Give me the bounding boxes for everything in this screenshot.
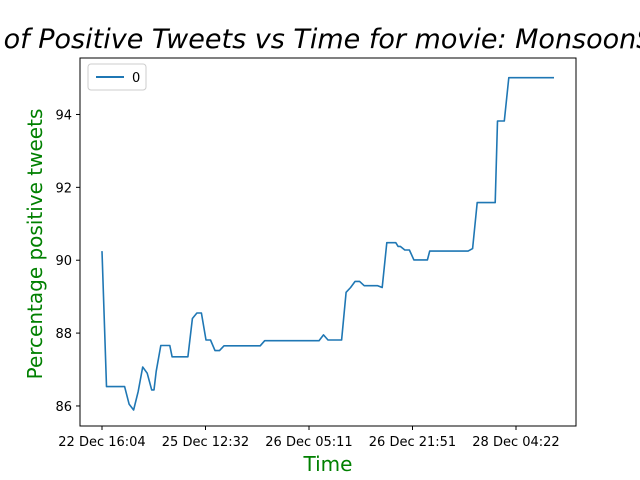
x-tick-label: 28 Dec 04:22 — [472, 435, 559, 450]
legend-label: 0 — [132, 71, 140, 86]
y-tick-label: 88 — [55, 327, 72, 342]
x-tick-label: 25 Dec 12:32 — [162, 435, 249, 450]
y-tick-label: 92 — [55, 181, 72, 196]
plot-frame — [79, 57, 577, 427]
chart-title: Percentage of Positive Tweets vs Time fo… — [0, 24, 640, 55]
legend: 0 — [87, 63, 147, 91]
y-axis: 86 88 90 92 94 — [55, 108, 80, 415]
y-tick-label: 90 — [55, 254, 72, 269]
x-axis: 22 Dec 16:04 25 Dec 12:32 26 Dec 05:11 26 D… — [58, 426, 560, 450]
x-tick-label: 22 Dec 16:04 — [58, 435, 145, 450]
y-tick-label: 86 — [55, 400, 72, 415]
plot-area — [79, 57, 577, 427]
x-tick-label: 26 Dec 05:11 — [265, 435, 352, 450]
x-tick-label: 26 Dec 21:51 — [369, 435, 456, 450]
series-line — [101, 76, 554, 411]
y-axis-label: Percentage positive tweets — [23, 109, 47, 380]
x-axis-label: Time — [303, 452, 353, 476]
y-tick-label: 94 — [55, 108, 72, 123]
